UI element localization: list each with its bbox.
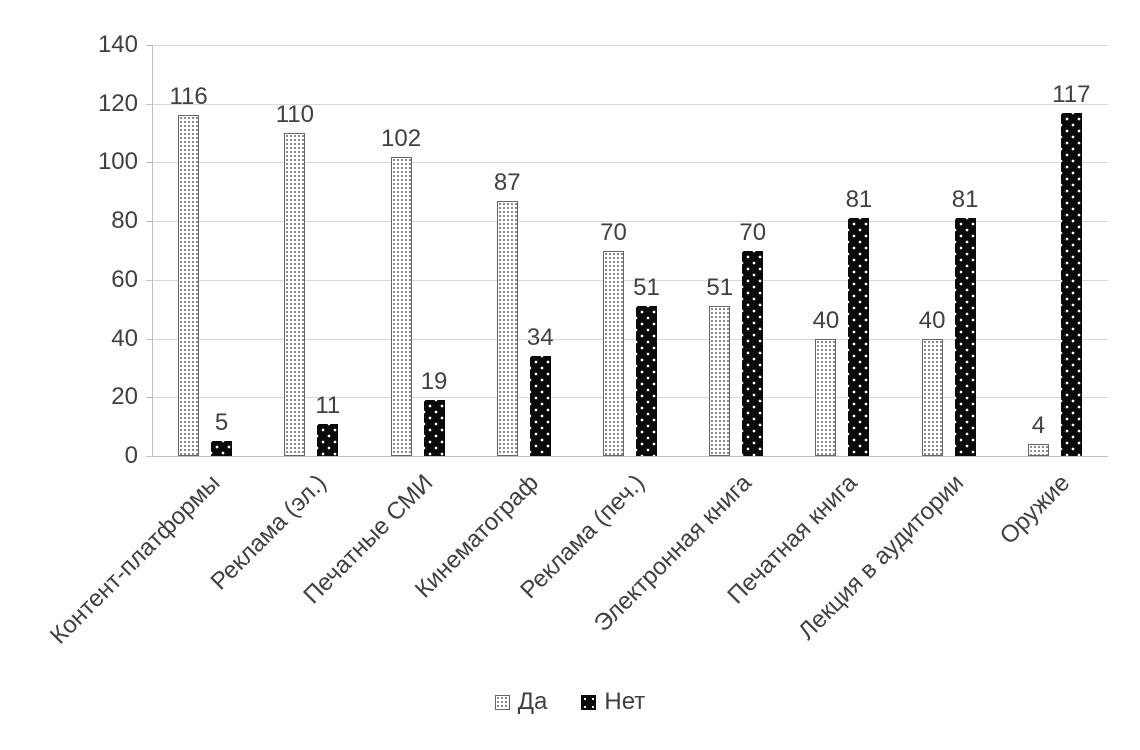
bar-value-label: 116: [169, 83, 208, 111]
gridline: [152, 45, 1108, 46]
gridline: [152, 279, 1108, 281]
legend-swatch-da-icon: [494, 694, 510, 710]
x-axis-line: [152, 456, 1108, 457]
y-axis-line: [152, 45, 153, 456]
bar-da: [921, 338, 943, 456]
bar-value-label: 11: [315, 391, 341, 419]
bar-net: [423, 400, 445, 456]
bar-value-label: 51: [706, 274, 734, 302]
bar-value-label: 40: [918, 306, 946, 334]
bar-value-label: 5: [214, 409, 229, 437]
y-axis-tick-label: 120: [97, 89, 138, 117]
bar-value-label: 70: [600, 218, 627, 246]
bar-value-label: 117: [1052, 80, 1091, 108]
bar-value-label: 19: [420, 368, 448, 396]
y-axis-tick: [146, 162, 152, 164]
bar-da: [496, 200, 518, 456]
gridline: [152, 162, 1108, 164]
bar-net: [1060, 112, 1082, 456]
y-axis-tick-label: 140: [97, 31, 138, 58]
bar-value-label: 102: [381, 124, 422, 152]
bar-da: [709, 306, 731, 456]
legend-item-da: Да: [494, 688, 548, 716]
x-axis-label: Оружие: [994, 469, 1076, 550]
gridline: [152, 221, 1108, 223]
bar-da: [603, 250, 624, 456]
bar-value-label: 81: [951, 186, 979, 214]
y-axis-tick: [146, 397, 152, 399]
y-axis-tick: [146, 456, 152, 457]
bar-net: [636, 306, 657, 456]
y-axis-tick-label: 40: [111, 324, 138, 352]
y-axis-tick: [146, 103, 152, 105]
bar-net: [529, 356, 551, 456]
bar-da: [1027, 444, 1049, 456]
bar-value-label: 81: [845, 186, 873, 214]
bar-value-label: 40: [812, 306, 840, 334]
bar-da: [178, 115, 200, 456]
gridline: [152, 397, 1108, 399]
y-axis-tick: [146, 279, 152, 281]
y-axis-tick-label: 80: [111, 207, 138, 235]
bar-net: [317, 423, 339, 456]
bar-da: [815, 338, 837, 456]
bar-value-label: 51: [633, 274, 660, 302]
bar-net: [211, 441, 233, 456]
bar-net: [742, 250, 764, 456]
bar-value-label: 4: [1031, 412, 1046, 440]
y-axis-tick: [146, 45, 152, 46]
bar-value-label: 70: [739, 218, 767, 246]
gridline: [152, 338, 1108, 340]
y-axis-tick-label: 0: [124, 442, 138, 469]
bar-net: [954, 218, 976, 456]
bar-value-label: 110: [275, 101, 314, 129]
bar-da: [284, 133, 306, 456]
gridline: [152, 103, 1108, 105]
bar-net: [848, 218, 870, 456]
y-axis-tick: [146, 221, 152, 223]
y-axis-tick-label: 20: [111, 383, 138, 411]
y-axis-tick: [146, 338, 152, 340]
y-axis-tick-label: 100: [97, 148, 138, 176]
bar-value-label: 87: [493, 168, 521, 196]
y-axis-tick-label: 60: [111, 265, 138, 293]
bar-da: [390, 156, 412, 456]
legend-label-net: Нет: [604, 688, 646, 715]
x-axis-label: Контент-платформы: [45, 469, 226, 650]
legend-swatch-net-icon: [581, 694, 597, 710]
bar-value-label: 34: [526, 324, 554, 352]
legend: Да Нет: [0, 688, 1140, 716]
legend-item-net: Нет: [581, 688, 645, 716]
legend-label-da: Да: [517, 688, 548, 715]
